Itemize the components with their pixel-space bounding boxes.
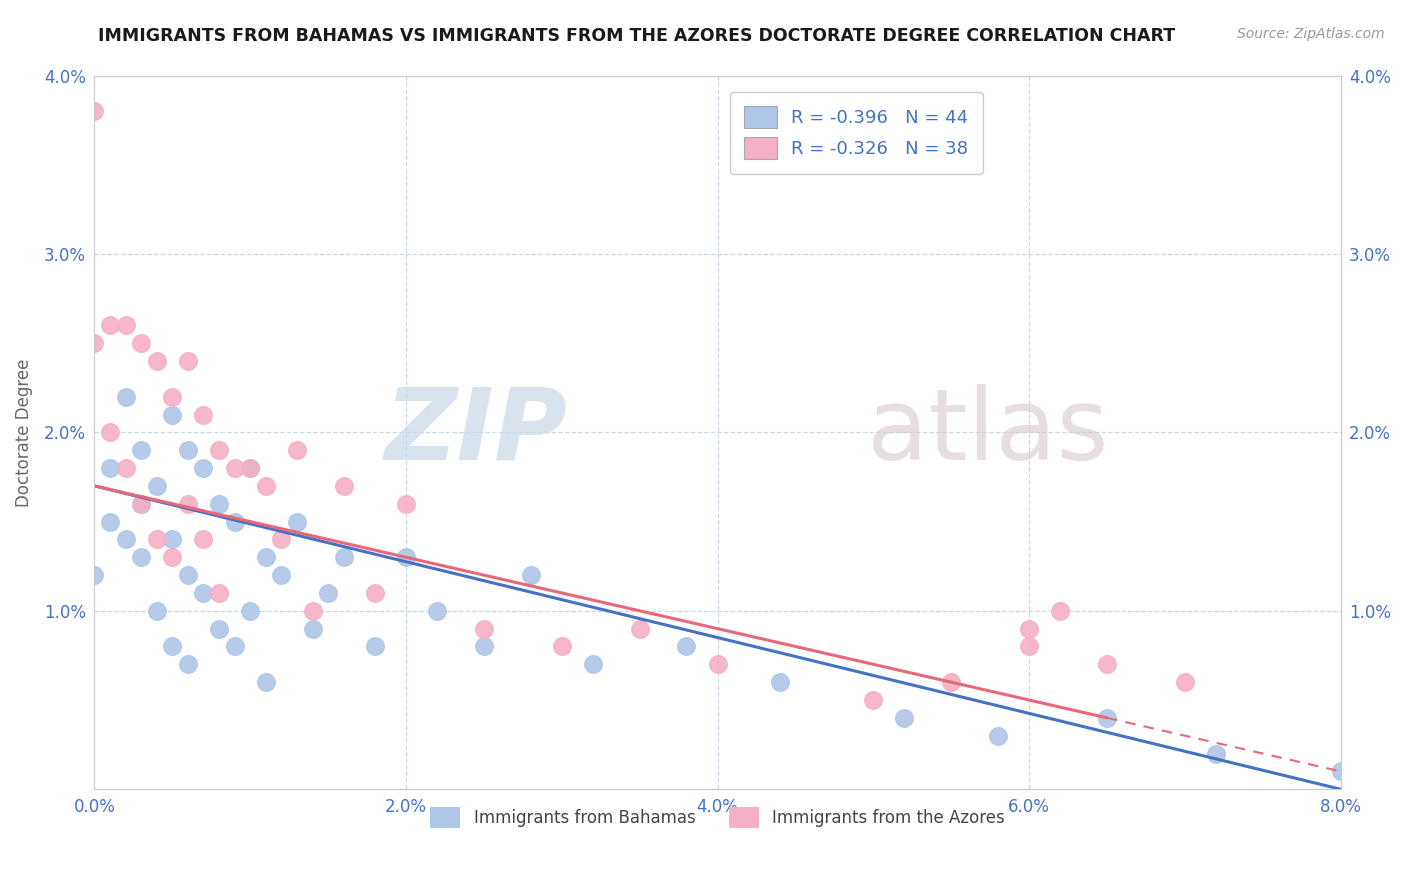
Point xyxy=(519,568,541,582)
Point xyxy=(862,693,884,707)
Point xyxy=(1205,747,1227,761)
Point xyxy=(98,461,121,475)
Point xyxy=(177,657,200,672)
Point xyxy=(129,443,152,458)
Point xyxy=(208,443,231,458)
Point xyxy=(145,354,167,368)
Point xyxy=(270,568,292,582)
Point xyxy=(162,533,184,547)
Point xyxy=(1018,640,1040,654)
Point xyxy=(239,461,262,475)
Point xyxy=(316,586,339,600)
Point xyxy=(193,461,215,475)
Point xyxy=(98,515,121,529)
Point xyxy=(114,318,136,333)
Point xyxy=(582,657,605,672)
Point xyxy=(98,318,121,333)
Point xyxy=(395,550,418,565)
Point xyxy=(162,550,184,565)
Point xyxy=(254,550,277,565)
Point xyxy=(129,550,152,565)
Point xyxy=(145,533,167,547)
Point xyxy=(285,515,308,529)
Point xyxy=(162,408,184,422)
Point xyxy=(224,515,246,529)
Point xyxy=(254,479,277,493)
Point xyxy=(239,604,262,618)
Point xyxy=(193,408,215,422)
Point xyxy=(472,622,495,636)
Point xyxy=(177,568,200,582)
Point xyxy=(145,479,167,493)
Text: IMMIGRANTS FROM BAHAMAS VS IMMIGRANTS FROM THE AZORES DOCTORATE DEGREE CORRELATI: IMMIGRANTS FROM BAHAMAS VS IMMIGRANTS FR… xyxy=(98,27,1175,45)
Y-axis label: Doctorate Degree: Doctorate Degree xyxy=(15,359,32,507)
Point xyxy=(162,640,184,654)
Point xyxy=(395,497,418,511)
Point xyxy=(145,604,167,618)
Point xyxy=(941,675,963,690)
Point xyxy=(706,657,728,672)
Point xyxy=(332,479,354,493)
Point xyxy=(114,390,136,404)
Point xyxy=(1174,675,1197,690)
Point xyxy=(364,640,387,654)
Point xyxy=(1330,764,1353,779)
Point xyxy=(628,622,651,636)
Point xyxy=(129,497,152,511)
Point xyxy=(162,390,184,404)
Point xyxy=(301,622,323,636)
Point xyxy=(98,425,121,440)
Point xyxy=(208,497,231,511)
Text: Source: ZipAtlas.com: Source: ZipAtlas.com xyxy=(1237,27,1385,41)
Point xyxy=(83,568,105,582)
Point xyxy=(551,640,574,654)
Point xyxy=(224,640,246,654)
Point xyxy=(83,104,105,119)
Point xyxy=(129,497,152,511)
Point xyxy=(1049,604,1071,618)
Point xyxy=(426,604,449,618)
Point xyxy=(472,640,495,654)
Text: atlas: atlas xyxy=(868,384,1109,481)
Point xyxy=(208,622,231,636)
Point xyxy=(332,550,354,565)
Point xyxy=(1095,711,1118,725)
Point xyxy=(177,497,200,511)
Point xyxy=(254,675,277,690)
Point xyxy=(1095,657,1118,672)
Point xyxy=(893,711,915,725)
Point xyxy=(193,533,215,547)
Point xyxy=(114,461,136,475)
Point xyxy=(129,336,152,351)
Point xyxy=(177,354,200,368)
Legend: Immigrants from Bahamas, Immigrants from the Azores: Immigrants from Bahamas, Immigrants from… xyxy=(423,801,1011,834)
Point xyxy=(224,461,246,475)
Point xyxy=(114,533,136,547)
Point xyxy=(239,461,262,475)
Point xyxy=(193,586,215,600)
Text: ZIP: ZIP xyxy=(385,384,568,481)
Point xyxy=(1018,622,1040,636)
Point xyxy=(285,443,308,458)
Point xyxy=(208,586,231,600)
Point xyxy=(177,443,200,458)
Point xyxy=(301,604,323,618)
Point xyxy=(769,675,792,690)
Point xyxy=(364,586,387,600)
Point xyxy=(270,533,292,547)
Point xyxy=(675,640,697,654)
Point xyxy=(83,336,105,351)
Point xyxy=(987,729,1010,743)
